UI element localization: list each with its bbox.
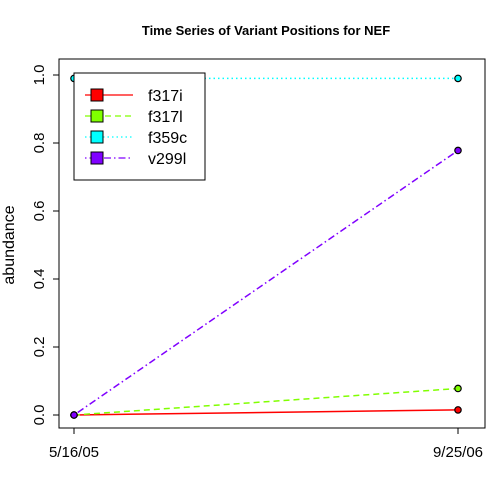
y-tick-label: 0.2 [31, 337, 48, 358]
y-tick-label: 0.8 [31, 133, 48, 154]
y-tick-label: 0.6 [31, 201, 48, 222]
legend: f317i f317l f359c v299l [73, 72, 206, 181]
y-axis: 0.0 0.2 0.4 0.6 0.8 1.0 [31, 65, 60, 426]
x-tick-label: 9/25/06 [433, 444, 483, 461]
y-tick-label: 0.4 [31, 269, 48, 290]
data-point-f359c [454, 74, 462, 83]
series-line-f317i [73, 409, 459, 416]
y-axis-label: abundance [1, 205, 18, 284]
legend-label-f317l: f317l [148, 109, 183, 126]
legend-label-f359c: f359c [148, 130, 187, 147]
data-point-f317l [454, 384, 462, 393]
legend-swatch-v299l [90, 151, 104, 165]
legend-swatch-f359c [90, 130, 104, 144]
chart-title: Time Series of Variant Positions for NEF [142, 23, 390, 38]
x-axis: 5/16/05 9/25/06 [49, 427, 483, 461]
y-tick-label: 1.0 [31, 65, 48, 86]
y-tick-label: 0.0 [31, 405, 48, 426]
legend-label-v299l: v299l [148, 151, 186, 168]
series-line-v299l [73, 149, 459, 416]
data-point-f317i [454, 406, 462, 414]
legend-swatch-f317l [90, 109, 104, 123]
x-tick-label: 5/16/05 [49, 444, 99, 461]
series-line-f317l [73, 387, 459, 416]
legend-label-f317i: f317i [148, 88, 183, 105]
data-point-v299l [454, 146, 462, 155]
data-point-v299l [70, 411, 78, 419]
legend-swatch-f317i [90, 88, 104, 102]
